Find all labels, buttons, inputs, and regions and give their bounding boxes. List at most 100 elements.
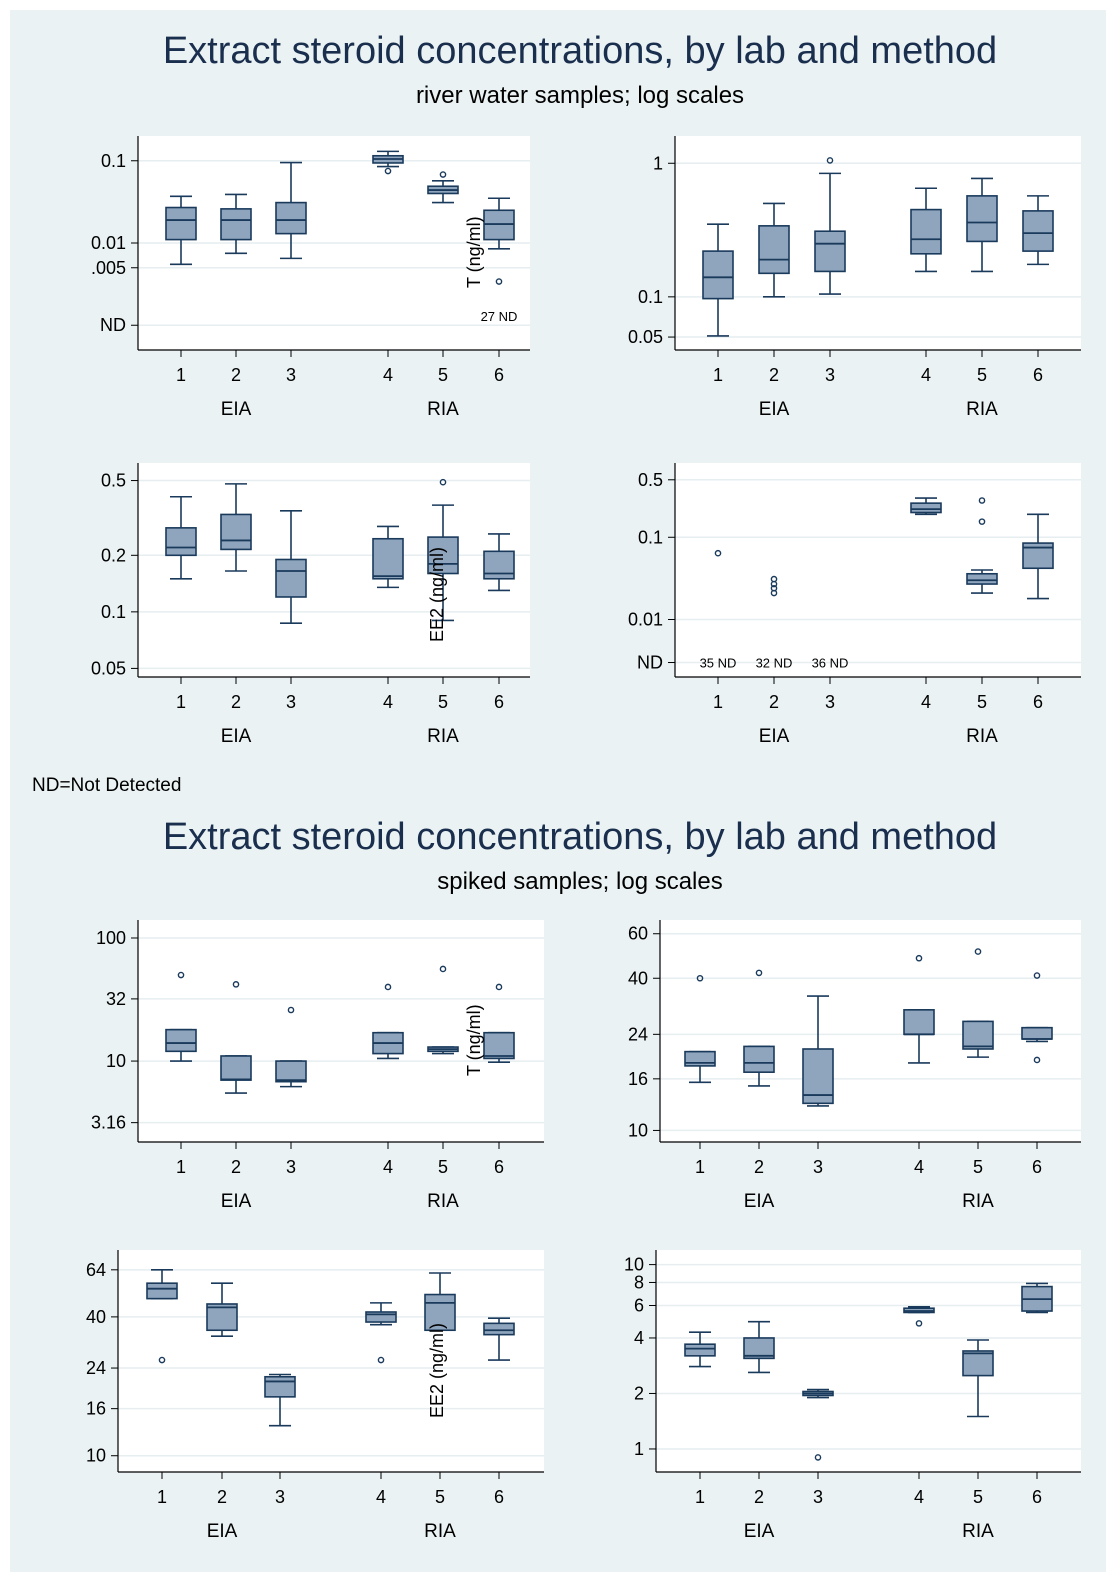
group-label: EIA	[221, 1191, 252, 1212]
y-tick-label: 1	[634, 1439, 644, 1459]
iqr-box	[483, 1031, 515, 1060]
group-label: EIA	[744, 1191, 775, 1212]
x-tick-label: 5	[438, 1157, 448, 1177]
outlier-point	[714, 549, 722, 557]
y-tick-label: 0.5	[101, 471, 126, 491]
outlier-point	[384, 983, 392, 991]
box-1	[165, 195, 197, 266]
x-tick-label: 2	[754, 1487, 764, 1507]
outlier-point	[978, 518, 986, 525]
group-label: RIA	[427, 1191, 459, 1212]
x-tick-label: 5	[973, 1487, 983, 1507]
box-4	[372, 525, 404, 589]
x-tick-label: 3	[813, 1487, 823, 1507]
group-label: RIA	[962, 1191, 994, 1212]
y-tick-label: .005	[91, 258, 126, 278]
box-1	[684, 974, 716, 1084]
x-tick-label: 6	[494, 692, 504, 712]
box-4	[365, 1302, 397, 1364]
nd-annotation: 35 ND	[700, 656, 737, 671]
box-6	[483, 533, 515, 592]
y-axis-label: EE2 (ng/ml)	[427, 547, 447, 642]
box-6	[1022, 195, 1054, 266]
group-label: RIA	[966, 399, 998, 420]
x-tick-label: 6	[494, 365, 504, 385]
x-tick-label: 2	[231, 1157, 241, 1177]
box-5	[966, 177, 998, 273]
x-tick-label: 3	[286, 1157, 296, 1177]
y-tick-label: 10	[86, 1446, 106, 1466]
x-tick-label: 3	[813, 1157, 823, 1177]
y-tick-label: 0.1	[638, 287, 663, 307]
y-tick-label: 0.05	[628, 327, 663, 347]
plot-area	[138, 920, 544, 1142]
group-label: EIA	[221, 399, 252, 420]
box-4	[910, 497, 942, 516]
iqr-box	[165, 527, 197, 557]
outlier-point	[232, 981, 240, 988]
x-tick-label: 1	[176, 1157, 186, 1177]
plot-area	[138, 463, 530, 677]
x-tick-label: 4	[921, 365, 931, 385]
group-label: EIA	[207, 1521, 238, 1542]
box-2	[743, 969, 775, 1087]
box-2	[220, 981, 252, 1094]
outlier-point	[495, 278, 503, 285]
plot-area	[675, 463, 1081, 677]
plot-area	[660, 920, 1081, 1142]
iqr-box	[165, 1028, 197, 1053]
plot-area	[118, 1250, 544, 1472]
x-tick-label: 4	[383, 365, 393, 385]
y-tick-label: 24	[86, 1358, 106, 1378]
iqr-box	[365, 1311, 397, 1323]
x-tick-label: 6	[1032, 1487, 1042, 1507]
outlier-point	[177, 971, 185, 979]
outlier-point	[495, 983, 503, 991]
box-1	[146, 1269, 178, 1364]
y-tick-label: 10	[628, 1120, 648, 1140]
outlier-point	[974, 948, 982, 955]
x-tick-label: 5	[977, 365, 987, 385]
box-3	[275, 510, 307, 625]
y-tick-label: 3.16	[91, 1113, 126, 1133]
x-tick-label: 1	[176, 692, 186, 712]
nd-note: ND=Not Detected	[32, 775, 182, 796]
y-axis-label: T (ng/ml)	[464, 1004, 484, 1076]
box-3	[275, 161, 307, 260]
section2-subtitle: spiked samples; log scales	[437, 868, 723, 895]
y-tick-label: 4	[634, 1328, 644, 1348]
y-tick-label: 24	[628, 1024, 648, 1044]
box-3	[802, 995, 834, 1107]
group-label: EIA	[759, 726, 790, 747]
outlier-point	[439, 171, 447, 178]
iqr-box	[814, 230, 846, 273]
x-tick-label: 4	[921, 692, 931, 712]
x-tick-label: 1	[713, 365, 723, 385]
x-tick-label: 3	[825, 692, 835, 712]
box-1	[165, 971, 197, 1062]
y-tick-label: ND	[100, 315, 126, 335]
x-tick-label: 5	[438, 365, 448, 385]
outlier-point	[377, 1356, 385, 1364]
box-3	[802, 1388, 834, 1461]
x-tick-label: 6	[1033, 692, 1043, 712]
y-tick-label: 64	[86, 1260, 106, 1280]
iqr-box	[962, 1350, 994, 1377]
outlier-point	[384, 167, 392, 175]
y-tick-label: 0.05	[91, 658, 126, 678]
box-2	[758, 202, 790, 298]
iqr-box	[424, 1293, 456, 1332]
x-tick-label: 2	[231, 692, 241, 712]
iqr-box	[1022, 210, 1054, 252]
iqr-box	[910, 502, 942, 514]
x-tick-label: 6	[494, 1157, 504, 1177]
y-tick-label: 6	[634, 1296, 644, 1316]
x-tick-label: 4	[383, 1157, 393, 1177]
outlier-point	[915, 954, 923, 962]
iqr-box	[483, 1322, 515, 1336]
outlier-point	[770, 589, 778, 597]
